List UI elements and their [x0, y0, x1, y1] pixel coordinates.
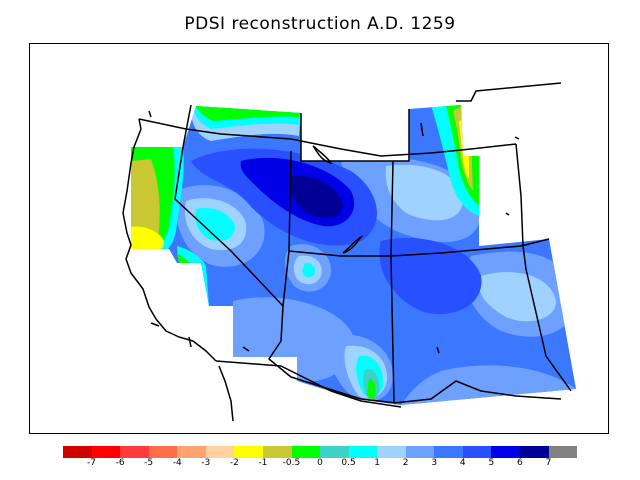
legend-label: 0	[317, 458, 323, 468]
legend-label: 6	[517, 458, 523, 468]
legend-swatch	[462, 446, 492, 458]
legend-label: 7	[545, 458, 552, 468]
legend-label: -0.5	[282, 458, 301, 468]
legend-label: -5	[144, 458, 154, 468]
legend-swatch	[434, 446, 463, 458]
legend-label: 3	[431, 458, 438, 468]
legend-label: -6	[115, 458, 125, 468]
legend-label: -2	[229, 458, 239, 468]
legend-swatch	[234, 446, 263, 458]
legend-swatch	[63, 446, 92, 458]
legend-swatch	[320, 446, 349, 458]
legend-swatch	[377, 446, 406, 458]
legend-swatch	[491, 446, 520, 458]
legend-swatch	[405, 446, 435, 458]
legend-label: 4	[459, 458, 466, 468]
legend-swatch	[91, 446, 121, 458]
legend-label: -4	[172, 458, 182, 468]
map-title: PDSI reconstruction A.D. 1259	[184, 14, 456, 34]
legend-label: 1	[374, 458, 380, 468]
legend-swatch	[177, 446, 206, 458]
legend-swatch	[262, 446, 292, 458]
boundary-lines	[122, 82, 572, 422]
legend-swatch	[205, 446, 235, 458]
legend-swatch	[291, 446, 321, 458]
lake-marks	[148, 110, 520, 354]
legend-swatch	[520, 446, 549, 458]
pdsi-field	[131, 105, 576, 405]
legend-label: -3	[201, 458, 211, 468]
pdsi-map	[122, 82, 576, 422]
legend-swatch	[548, 446, 578, 458]
legend-swatch	[348, 446, 378, 458]
legend-swatch	[120, 446, 149, 458]
legend-swatch	[148, 446, 178, 458]
legend-label: -1	[258, 458, 268, 468]
pdsi-color-legend	[63, 446, 578, 458]
legend-label: 0.5	[341, 458, 356, 468]
legend-label: 2	[402, 458, 409, 468]
legend-label: -7	[87, 458, 97, 468]
legend-label: 5	[488, 458, 495, 468]
pdsi-legend-labels: -7 -6 -5 -4 -3 -2 -1 -0.5 0 0.5 1 2 3 4 5 6 7	[63, 458, 577, 472]
map-panel	[29, 43, 609, 434]
